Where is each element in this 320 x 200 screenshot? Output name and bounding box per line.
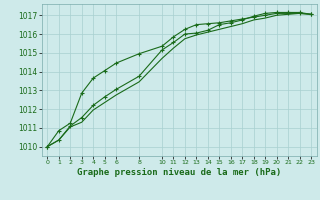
X-axis label: Graphe pression niveau de la mer (hPa): Graphe pression niveau de la mer (hPa) [77,168,281,177]
